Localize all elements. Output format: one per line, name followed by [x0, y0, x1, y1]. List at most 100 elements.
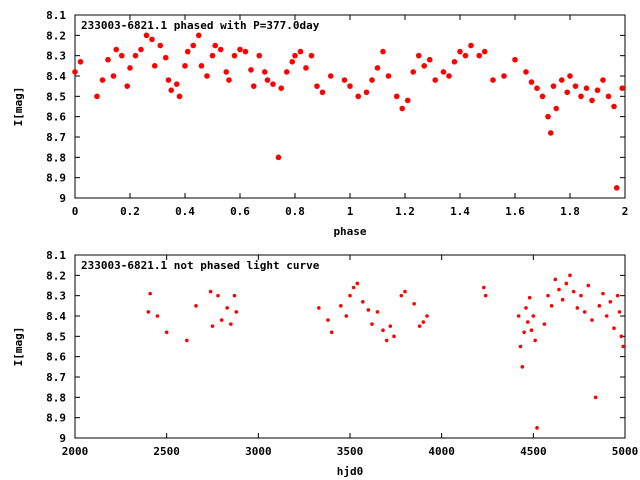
data-point [526, 320, 530, 324]
data-point [143, 32, 150, 39]
data-point [113, 46, 120, 53]
data-point [524, 306, 528, 310]
data-point [557, 287, 561, 292]
data-point [558, 77, 565, 83]
data-point [612, 326, 616, 331]
data-point [583, 85, 590, 91]
data-point [369, 77, 375, 83]
data-point [512, 56, 518, 63]
data-point [529, 328, 534, 333]
data-point [550, 83, 557, 89]
data-point [518, 344, 523, 349]
data-point [533, 338, 537, 343]
data-point [94, 93, 100, 100]
x-tick-label: 0 [72, 205, 79, 218]
data-point [194, 304, 198, 308]
data-point [421, 63, 428, 69]
data-point [225, 306, 229, 310]
data-point [308, 52, 315, 59]
data-point [393, 93, 400, 100]
data-point [148, 291, 152, 296]
data-point [212, 42, 219, 49]
data-point [190, 42, 197, 49]
data-point [531, 314, 536, 318]
data-point [182, 63, 188, 69]
data-point [560, 297, 565, 302]
phased-light-curve-plot: 0 0.2 0.4 0.6 0.8 1 1.2 1.4 1.6 1.8 2 8.1 8.2 8.3 8.4 8… [12, 9, 628, 238]
data-point [219, 318, 224, 322]
data-point [375, 310, 380, 314]
data-point [553, 277, 558, 282]
data-point [355, 281, 360, 286]
data-point [248, 67, 254, 73]
data-point [522, 330, 526, 335]
data-point [176, 93, 183, 100]
data-point [553, 105, 560, 112]
data-point [132, 52, 139, 59]
data-point [209, 52, 216, 59]
data-point [619, 334, 624, 339]
data-point [185, 338, 189, 343]
data-point [319, 89, 326, 96]
data-point [451, 58, 458, 65]
y-tick-label: 8.6 [46, 111, 66, 124]
y-tick-label: 8.4 [46, 70, 66, 83]
data-point [124, 83, 131, 89]
data-point [586, 283, 591, 288]
data-point [165, 77, 172, 83]
data-point [208, 289, 213, 294]
data-point [231, 52, 238, 59]
plot-title: 233003-6821.1 phased with P=377.0day [81, 19, 320, 32]
data-point [399, 105, 406, 112]
data-point [615, 293, 620, 298]
data-point [601, 291, 605, 296]
data-point [151, 63, 158, 69]
data-point [482, 285, 486, 290]
data-point [162, 54, 169, 61]
data-point [381, 328, 385, 333]
data-point [568, 273, 572, 278]
data-point [617, 310, 622, 314]
data-point [297, 48, 304, 55]
y-tick-label: 8.1 [46, 249, 66, 262]
data-point [198, 63, 205, 69]
y-tick-label: 8.9 [46, 412, 66, 425]
data-point [250, 83, 257, 89]
x-tick-label: 3500 [337, 445, 364, 458]
x-tick-label: 3000 [245, 445, 272, 458]
data-point [575, 306, 580, 310]
data-point [278, 85, 285, 91]
data-point [608, 299, 613, 304]
data-point [593, 395, 598, 400]
data-point [105, 56, 111, 63]
y-tick-label: 8.5 [46, 330, 66, 343]
data-point [303, 65, 309, 71]
x-tick-label: 2 [622, 205, 629, 218]
data-point [348, 293, 352, 298]
data-point [523, 69, 529, 75]
data-point [547, 130, 554, 136]
data-point [415, 52, 422, 59]
data-point [261, 69, 268, 75]
y-tick-label: 8.7 [46, 131, 66, 144]
y-tick-label: 8.2 [46, 29, 66, 42]
data-point [384, 338, 389, 343]
data-point [210, 324, 215, 328]
y-tick-label: 8.6 [46, 351, 66, 364]
data-point [127, 65, 133, 71]
data-point [327, 73, 334, 79]
data-point [229, 322, 233, 326]
y-tick-label: 8.8 [46, 391, 66, 404]
data-point [605, 93, 612, 100]
data-point [363, 89, 370, 96]
data-point [138, 46, 144, 53]
y-tick-label: 8.9 [46, 172, 66, 185]
data-point [410, 69, 417, 75]
data-point [380, 48, 386, 55]
data-point [329, 330, 334, 335]
y-tick-label: 8.8 [46, 151, 66, 164]
data-point [604, 314, 609, 318]
data-point [339, 304, 343, 308]
data-point [545, 113, 551, 120]
x-axis-title: phase [333, 225, 366, 238]
